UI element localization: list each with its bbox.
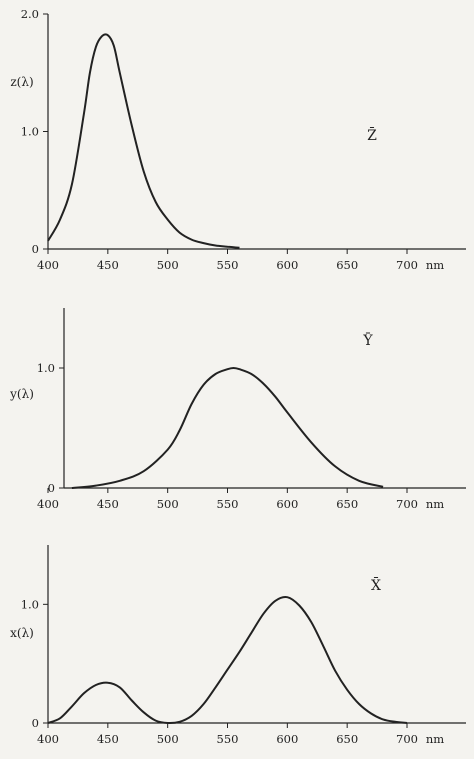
y-tick-label: 0 — [32, 716, 39, 730]
x-axis-unit-label: nm — [426, 497, 444, 511]
curve-x-lambda — [47, 596, 408, 725]
x-tick-label: 500 — [157, 258, 179, 272]
x-tick-label: 700 — [396, 732, 418, 746]
x-tick-label: 550 — [217, 732, 239, 746]
x-axis-unit-label: nm — [426, 732, 444, 746]
x-tick-label: 450 — [97, 258, 119, 272]
x-tick-label: 400 — [37, 732, 59, 746]
chart-panel-x: 400 450 500 550 600 650 700 nm 0 1.0 x(λ) X̄ — [10, 545, 466, 746]
x-tick-label: 600 — [276, 732, 298, 746]
chart-panel-y: 400 450 500 550 600 650 700 nm 0 1.0y(λ) Ȳ — [9, 308, 466, 511]
y-axis-label: y(λ) — [9, 387, 34, 401]
x-tick-label: 400 — [37, 497, 59, 511]
x-tick-label: 650 — [336, 732, 358, 746]
curve-y-lambda — [71, 367, 384, 489]
x-tick-label: 700 — [396, 258, 418, 272]
y-tick-label: 0 — [48, 481, 55, 495]
x-tick-label: 400 — [37, 258, 59, 272]
y-axis-label: z(λ) — [10, 75, 33, 89]
y-tick-label: 1.0 — [21, 125, 39, 139]
x-tick-label: 600 — [276, 497, 298, 511]
y-tick-label: 2.0 — [21, 7, 39, 21]
x-tick-label: 550 — [217, 258, 239, 272]
x-tick-label: 650 — [336, 497, 358, 511]
x-axis-unit-label: nm — [426, 258, 444, 272]
x-tick-label: 650 — [336, 258, 358, 272]
y-tick-label: 1.0 — [21, 597, 39, 611]
x-tick-label: 700 — [396, 497, 418, 511]
x-tick-label: 500 — [157, 732, 179, 746]
x-tick-label: 450 — [97, 497, 119, 511]
x-tick-label: 600 — [276, 258, 298, 272]
x-tick-label: 550 — [217, 497, 239, 511]
y-tick-label: 0 — [32, 242, 39, 256]
y-axis-label: x(λ) — [10, 626, 34, 640]
curve-z-lambda — [47, 33, 240, 249]
x-tick-label: 500 — [157, 497, 179, 511]
series-label: Z̄ — [367, 126, 377, 144]
series-label: X̄ — [371, 576, 381, 594]
chart-panel-z: 400 450 500 550 600 650 700 nm 0 1.0 2.0 z(λ) Z̄ — [10, 7, 466, 272]
x-tick-label: 450 — [97, 732, 119, 746]
y-tick-label: 1.0 — [37, 361, 55, 375]
series-label: Ȳ — [362, 331, 373, 349]
